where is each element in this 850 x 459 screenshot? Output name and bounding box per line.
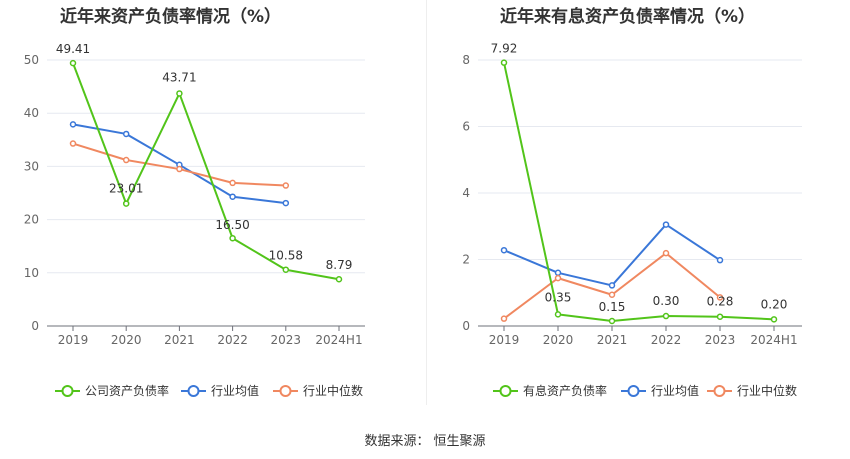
legend-label: 公司资产负债率	[85, 383, 169, 398]
data-label: 16.50	[215, 218, 249, 232]
data-point	[282, 266, 290, 273]
y-tick-label: 8	[462, 53, 470, 67]
y-tick-label: 30	[24, 159, 39, 173]
data-point	[122, 130, 130, 138]
x-tick-label: 2020	[543, 333, 574, 347]
x-tick-label: 2023	[705, 333, 736, 347]
x-tick-label: 2019	[58, 333, 89, 347]
legend-label: 行业均值	[651, 383, 699, 398]
y-tick-label: 20	[24, 213, 39, 227]
data-point	[770, 316, 778, 323]
x-tick-label: 2023	[271, 333, 302, 347]
data-label: 0.15	[599, 300, 626, 314]
data-point	[716, 256, 724, 264]
debt-ratio-chart: 0 10 20 30 40 50 2019 2020 2021 2022 2023 2024H1 49.…	[24, 42, 365, 398]
data-point	[500, 315, 508, 322]
data-label: 43.71	[162, 70, 196, 84]
data-point	[176, 90, 183, 97]
data-point	[662, 221, 670, 228]
data-point	[554, 269, 562, 277]
y-tick-label: 50	[24, 53, 39, 67]
data-point	[662, 312, 670, 320]
x-tick-label: 2021	[164, 333, 195, 347]
data-label: 0.30	[653, 294, 680, 308]
x-tick-label: 2022	[651, 333, 682, 347]
legend-label: 行业均值	[211, 383, 259, 398]
legend-marker	[187, 385, 200, 397]
legend-marker	[499, 385, 512, 397]
data-point	[608, 282, 616, 289]
data-point	[69, 140, 77, 147]
series-line	[72, 62, 340, 281]
chart-title-debt-ratio: 近年来资产负债率情况（%）	[60, 7, 282, 27]
legend-marker	[61, 385, 74, 397]
x-tick-label: 2024H1	[750, 333, 797, 347]
data-source: 数据来源： 恒生聚源	[0, 430, 850, 449]
legend-label: 行业中位数	[303, 383, 363, 398]
x-tick-label: 2021	[597, 333, 628, 347]
data-point	[176, 165, 183, 173]
data-point	[122, 156, 130, 164]
legend-label: 有息资产负债率	[523, 383, 607, 398]
y-tick-label: 0	[462, 319, 470, 333]
data-point	[554, 311, 562, 318]
data-point	[608, 317, 616, 325]
y-tick-label: 0	[31, 319, 39, 333]
data-point	[229, 179, 236, 187]
data-point	[716, 313, 724, 320]
y-tick-label: 4	[462, 186, 470, 200]
legend-marker	[627, 385, 640, 397]
data-point	[554, 274, 562, 282]
data-point	[122, 200, 130, 207]
series-line	[503, 62, 775, 323]
data-point	[500, 246, 508, 254]
legend-marker	[713, 385, 726, 397]
chart-divider	[426, 0, 427, 405]
data-source-label: 数据来源：	[364, 434, 430, 449]
legend-label: 行业中位数	[737, 383, 797, 398]
data-point	[229, 193, 236, 200]
legend-marker	[279, 385, 292, 397]
data-label: 10.58	[269, 249, 303, 263]
data-source-value: 恒生聚源	[433, 434, 486, 449]
x-tick-label: 2022	[217, 333, 248, 347]
data-label: 7.92	[491, 42, 518, 56]
data-point	[608, 291, 616, 298]
data-point	[335, 275, 343, 283]
data-point	[282, 182, 290, 189]
data-point	[69, 59, 77, 67]
data-label: 23.01	[109, 182, 143, 196]
data-point	[662, 249, 670, 257]
interest-debt-ratio-chart: 0 2 4 6 8 2019 2020 2021 2022 2023 2024H1 7.92 0.35 0…	[462, 42, 802, 398]
data-label: 0.20	[761, 297, 788, 311]
data-point	[500, 59, 508, 66]
data-point	[716, 294, 724, 301]
data-point	[69, 121, 77, 128]
chart-title-interest-debt-ratio: 近年来有息资产负债率情况（%）	[500, 7, 756, 27]
x-tick-label: 2024H1	[315, 333, 362, 347]
data-point	[229, 234, 236, 242]
x-tick-label: 2019	[489, 333, 520, 347]
y-tick-label: 40	[24, 106, 39, 120]
x-tick-label: 2020	[111, 333, 142, 347]
y-tick-label: 6	[462, 120, 470, 134]
data-label: 0.28	[707, 295, 734, 309]
y-tick-label: 2	[462, 253, 470, 267]
data-label: 8.79	[326, 258, 353, 272]
y-tick-label: 10	[24, 266, 39, 280]
series-line	[503, 223, 721, 287]
data-point	[282, 199, 290, 207]
data-label: 49.41	[56, 42, 90, 56]
data-label: 0.35	[545, 290, 572, 304]
